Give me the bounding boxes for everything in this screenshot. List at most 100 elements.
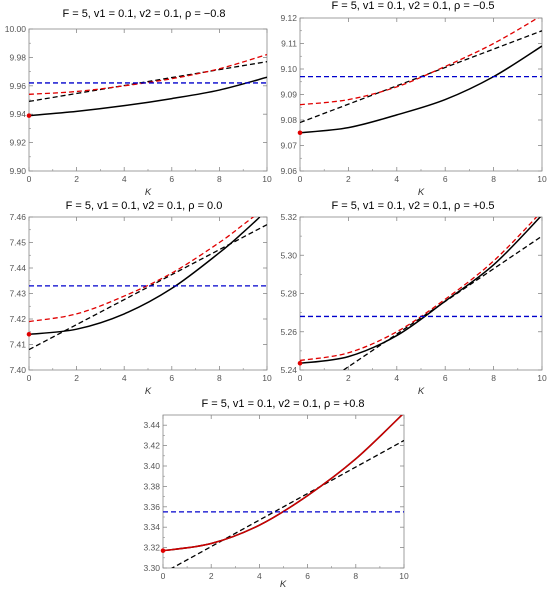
x-tick-label: 0	[161, 571, 166, 581]
y-tick-label: 9.90	[9, 166, 26, 176]
x-tick-label: 2	[346, 373, 351, 383]
x-tick-label: 10	[399, 571, 409, 581]
x-axis-label: K	[145, 386, 152, 397]
data-point-marker	[160, 548, 166, 553]
y-tick-label: 5.28	[280, 289, 297, 299]
x-tick-label: 2	[74, 373, 79, 383]
y-tick-label: 7.46	[9, 212, 26, 222]
x-tick-label: 8	[491, 174, 496, 184]
series-line-2	[29, 61, 267, 103]
data-point-marker	[26, 332, 32, 337]
y-tick-label: 3.40	[143, 461, 160, 471]
y-tick-label: 9.98	[9, 52, 26, 62]
chart-panel-5: F = 5, v1 = 0.1, v2 = 0.1, ρ = +0.8 0 2 4 6 8…	[143, 398, 409, 590]
y-tick-label: 3.30	[143, 563, 160, 573]
x-tick-label: 8	[491, 373, 496, 383]
y-tick-label: 9.06	[280, 166, 297, 176]
chart-title: F = 5, v1 = 0.1, v2 = 0.1, ρ = 0.0	[66, 200, 223, 212]
x-tick-label: 0	[27, 373, 32, 383]
series-line-3	[300, 217, 538, 362]
x-tick-label: 6	[443, 373, 448, 383]
series-line-2	[29, 224, 267, 351]
y-tick-label: 5.30	[280, 250, 297, 260]
series-group	[300, 217, 542, 370]
x-tick-label: 0	[298, 174, 303, 184]
y-tick-label: 9.11	[281, 39, 297, 49]
y-tick-label: 5.24	[280, 365, 297, 375]
chart-title: F = 5, v1 = 0.1, v2 = 0.1, ρ = +0.8	[201, 398, 364, 410]
y-tick-label: 7.45	[9, 238, 26, 248]
y-tick-label: 7.43	[9, 289, 26, 299]
plot-frame	[299, 216, 543, 371]
y-tick-label: 9.94	[9, 109, 26, 119]
x-tick-label: 8	[217, 174, 222, 184]
y-tick-label: 3.34	[143, 522, 160, 532]
x-tick-label: 10	[537, 373, 547, 383]
chart-panel-1: F = 5, v1 = 0.1, v2 = 0.1, ρ = −0.8 0 2 4 6 8…	[5, 8, 272, 198]
y-tick-label: 9.12	[280, 13, 297, 23]
x-axis-label: K	[418, 386, 425, 397]
x-tick-label: 0	[27, 174, 32, 184]
chart-panel-2: F = 5, v1 = 0.1, v2 = 0.1, ρ = −0.5 0 2 4 6 8…	[280, 0, 547, 198]
y-tick-label: 9.07	[280, 141, 297, 151]
series-line-3	[163, 415, 403, 552]
y-tick-label: 3.36	[143, 502, 160, 512]
chart-title: F = 5, v1 = 0.1, v2 = 0.1, ρ = −0.8	[62, 8, 225, 20]
series-line-1	[29, 217, 261, 336]
x-tick-label: 6	[443, 174, 448, 184]
y-tick-label: 3.44	[143, 420, 160, 430]
series-line-3	[29, 53, 267, 95]
data-point-marker	[297, 361, 303, 366]
chart-title: F = 5, v1 = 0.1, v2 = 0.1, ρ = −0.5	[331, 0, 494, 12]
x-tick-label: 2	[209, 571, 214, 581]
x-tick-label: 2	[74, 174, 79, 184]
x-tick-label: 10	[262, 373, 272, 383]
series-line-3	[300, 18, 539, 106]
x-tick-label: 4	[122, 373, 127, 383]
series-line-1	[163, 415, 403, 552]
x-tick-label: 6	[169, 373, 174, 383]
series-line-3	[29, 217, 255, 323]
x-tick-label: 4	[394, 373, 399, 383]
plot-frame	[28, 216, 268, 371]
y-tick-label: 7.44	[9, 263, 26, 273]
series-line-2	[170, 439, 404, 568]
x-tick-label: 10	[262, 174, 272, 184]
series-group	[163, 415, 404, 568]
plot-frame	[28, 28, 268, 172]
chart-title: F = 5, v1 = 0.1, v2 = 0.1, ρ = +0.5	[331, 200, 494, 212]
y-tick-label: 7.41	[9, 340, 26, 350]
x-tick-label: 4	[257, 571, 262, 581]
y-tick-label: 3.38	[143, 481, 160, 491]
y-tick-label: 7.40	[9, 365, 26, 375]
x-axis-label: K	[145, 187, 152, 198]
series-line-1	[300, 217, 542, 365]
y-tick-label: 3.42	[143, 441, 160, 451]
x-axis-label: K	[418, 187, 425, 198]
x-tick-label: 0	[298, 373, 303, 383]
chart-panel-3: F = 5, v1 = 0.1, v2 = 0.1, ρ = 0.0 0 2 4 6 8 1…	[9, 200, 272, 397]
plot-frame	[162, 414, 405, 569]
y-tick-label: 9.92	[9, 138, 26, 148]
x-tick-label: 2	[346, 174, 351, 184]
series-line-1	[300, 45, 542, 134]
y-tick-label: 7.42	[9, 314, 26, 324]
series-group	[29, 217, 267, 351]
series-group	[300, 18, 542, 134]
x-tick-label: 10	[537, 174, 547, 184]
y-tick-label: 9.08	[280, 115, 297, 125]
x-tick-label: 8	[217, 373, 222, 383]
chart-panel-4: F = 5, v1 = 0.1, v2 = 0.1, ρ = +0.5 0 2 4 6 8…	[280, 200, 547, 397]
y-tick-label: 5.26	[280, 327, 297, 337]
y-tick-label: 10.00	[5, 24, 27, 34]
y-tick-label: 9.10	[280, 64, 297, 74]
series-group	[29, 53, 267, 117]
x-tick-label: 6	[305, 571, 310, 581]
y-tick-label: 9.96	[9, 81, 26, 91]
data-point-marker	[26, 113, 32, 118]
series-line-1	[29, 76, 267, 117]
y-tick-label: 9.09	[280, 90, 297, 100]
x-tick-label: 4	[122, 174, 127, 184]
plot-frame	[299, 17, 543, 172]
